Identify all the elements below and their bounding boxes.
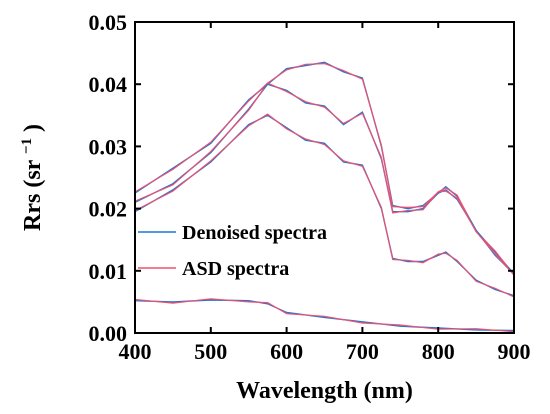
asd-spectrum-line	[134, 62, 515, 276]
x-tick-label: 400	[119, 339, 152, 364]
x-tick-label: 700	[346, 339, 379, 364]
y-tick-label: 0.01	[89, 259, 128, 284]
y-axis-title-superscript: −1	[19, 138, 35, 154]
series-group	[134, 61, 515, 333]
y-tick-label: 0.05	[89, 10, 128, 35]
x-axis-title: Wavelength (nm)	[236, 378, 413, 404]
legend: Denoised spectra ASD spectra	[138, 222, 327, 280]
x-tick-label: 800	[422, 339, 455, 364]
y-axis-title-main: Rrs (sr	[20, 159, 46, 231]
asd-spectrum-line	[134, 113, 515, 298]
denoised-spectrum-line	[134, 83, 515, 275]
y-tick-label: 0.03	[89, 134, 128, 159]
asd-spectrum-line	[134, 82, 515, 276]
y-tick-label: 0.00	[89, 321, 128, 346]
legend-label: ASD spectra	[182, 258, 289, 280]
legend-label: Denoised spectra	[182, 222, 327, 244]
x-tick-label: 900	[498, 339, 531, 364]
x-tick-label: 600	[270, 339, 303, 364]
plot-frame	[134, 21, 515, 334]
y-axis-title: Rrs (sr −1 )	[11, 124, 46, 231]
x-tick-label: 500	[194, 339, 227, 364]
denoised-spectrum-line	[134, 299, 515, 332]
y-tick-label: 0.02	[89, 197, 128, 222]
ticks-group: 400 500 600 700 800 900 0.00 0.01 0.02 0.03 0.04 0.…	[89, 10, 531, 364]
y-axis-title-close: )	[20, 124, 46, 132]
asd-spectrum-line	[134, 298, 515, 333]
y-tick-label: 0.04	[89, 72, 128, 97]
